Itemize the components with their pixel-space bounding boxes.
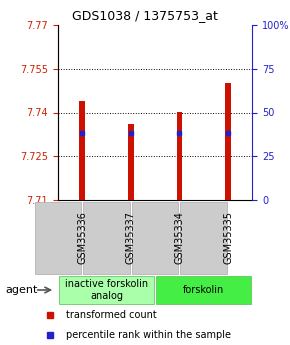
Text: forskolin: forskolin: [183, 285, 224, 295]
Text: inactive forskolin
analog: inactive forskolin analog: [65, 279, 148, 301]
Text: agent: agent: [6, 285, 38, 295]
Bar: [180, 201, 227, 274]
Bar: [59, 276, 154, 304]
Bar: [156, 276, 251, 304]
Text: GSM35334: GSM35334: [175, 211, 184, 264]
Bar: [79, 101, 85, 200]
Text: GSM35336: GSM35336: [77, 211, 87, 264]
Bar: [35, 201, 81, 274]
Bar: [83, 201, 130, 274]
Bar: [225, 83, 231, 200]
Text: GSM35337: GSM35337: [126, 211, 136, 264]
Text: GDS1038 / 1375753_at: GDS1038 / 1375753_at: [72, 9, 218, 21]
Text: transformed count: transformed count: [66, 310, 157, 320]
Text: percentile rank within the sample: percentile rank within the sample: [66, 330, 231, 340]
Bar: [132, 201, 178, 274]
Bar: [177, 112, 182, 200]
Bar: [128, 124, 134, 200]
Text: GSM35335: GSM35335: [223, 211, 233, 264]
